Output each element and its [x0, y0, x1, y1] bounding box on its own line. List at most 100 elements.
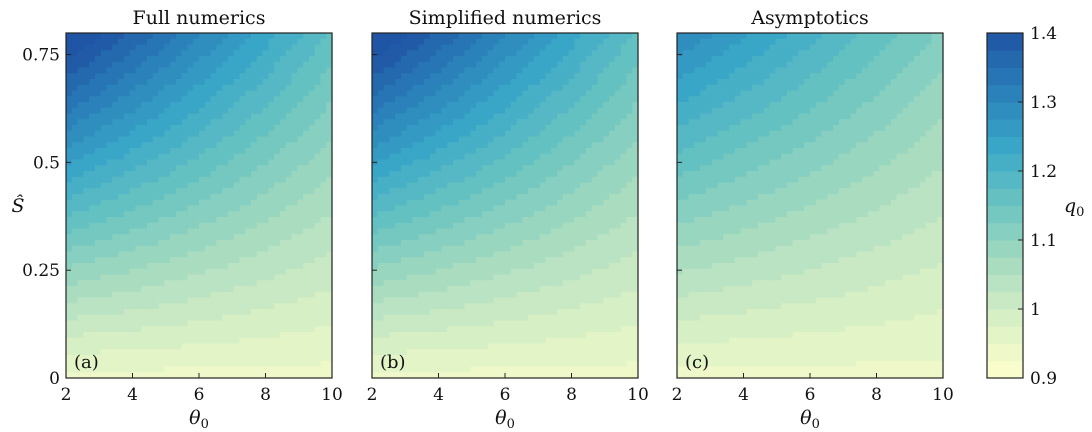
contour-cell [256, 67, 264, 74]
contour-cell [528, 349, 535, 356]
contour-cell [199, 205, 206, 212]
contour-cell [568, 50, 575, 57]
contour-cell [429, 372, 437, 379]
contour-cell [164, 205, 171, 212]
contour-cell [447, 245, 454, 253]
contour-cell [297, 309, 304, 316]
contour-cell [245, 245, 252, 253]
contour-cell [308, 297, 316, 304]
contour-cell [539, 366, 547, 373]
contour-cell [476, 286, 483, 293]
contour-cell [199, 171, 206, 178]
contour-cell [112, 240, 119, 247]
contour-cell [227, 136, 235, 143]
contour-cell [372, 188, 379, 195]
contour-cell [493, 79, 500, 86]
contour-cell [574, 222, 581, 230]
contour-cell [297, 286, 304, 293]
contour-cell [522, 263, 529, 270]
contour-cell [187, 56, 194, 63]
contour-cell [308, 107, 316, 115]
contour-cell [118, 50, 125, 57]
contour-cell [493, 274, 500, 281]
contour-cell [429, 61, 437, 69]
contour-cell [418, 38, 425, 46]
contour-cell [412, 309, 419, 316]
contour-cell [204, 366, 212, 373]
contour-cell [545, 79, 552, 86]
contour-cell [135, 33, 142, 40]
contour-cell [285, 217, 293, 224]
contour-cell [505, 148, 512, 155]
contour-cell [476, 194, 483, 201]
contour-cell [320, 234, 327, 241]
contour-cell [476, 38, 483, 46]
contour-cell [545, 234, 552, 241]
contour-cell [562, 67, 570, 74]
contour-cell [424, 73, 431, 80]
contour-cell [389, 297, 396, 304]
contour-cell [158, 268, 165, 276]
contour-cell [470, 90, 477, 97]
contour-cell [452, 153, 460, 161]
contour-cell [285, 73, 293, 80]
contour-cell [285, 171, 293, 178]
contour-cell [129, 245, 136, 253]
contour-cell [251, 228, 258, 235]
contour-cell [297, 33, 304, 40]
contour-cell [181, 102, 189, 109]
contour-cell [251, 73, 258, 80]
contour-cell [262, 148, 269, 155]
contour-cell [493, 360, 500, 368]
contour-cell [100, 113, 108, 120]
contour-cell [94, 90, 102, 97]
contour-cell [395, 251, 402, 258]
contour-cell [256, 343, 264, 350]
contour-cell [66, 251, 73, 258]
contour-cell [181, 268, 189, 276]
contour-cell [193, 96, 200, 103]
contour-cell [320, 130, 327, 138]
contour-cell [216, 228, 223, 235]
contour-cell [580, 326, 587, 333]
contour-cell [470, 326, 477, 333]
contour-cell [493, 349, 500, 356]
contour-cell [389, 349, 396, 356]
contour-cell [447, 165, 454, 172]
contour-cell [320, 332, 327, 339]
contour-cell [123, 90, 131, 97]
contour-cell [424, 280, 431, 287]
contour-cell [222, 84, 229, 92]
contour-cell [574, 136, 581, 143]
contour-cell [377, 355, 385, 362]
contour-cell [499, 33, 506, 40]
contour-cell [447, 96, 454, 103]
contour-cell [557, 332, 564, 339]
contour-cell [199, 102, 206, 109]
contour-cell [204, 199, 212, 207]
contour-cell [285, 130, 293, 138]
contour-cell [383, 148, 390, 155]
contour-cell [533, 130, 541, 138]
contour-cell [291, 96, 298, 103]
contour-cell [135, 113, 142, 120]
contour-cell [568, 240, 575, 247]
contour-cell [245, 153, 252, 161]
contour-cell [164, 222, 171, 230]
contour-cell [383, 314, 390, 322]
contour-cell [389, 332, 396, 339]
contour-cell [66, 67, 73, 74]
contour-cell [262, 228, 269, 235]
contour-cell [383, 79, 390, 86]
contour-cell [326, 38, 333, 46]
contour-cell [395, 67, 402, 74]
contour-cell [458, 263, 466, 270]
contour-cell [285, 303, 293, 310]
contour-cell [129, 171, 136, 178]
contour-cell [574, 153, 581, 161]
contour-cell [279, 50, 287, 57]
contour-cell [77, 360, 84, 368]
contour-cell [199, 349, 206, 356]
contour-cell [551, 102, 558, 109]
contour-cell [395, 113, 402, 120]
